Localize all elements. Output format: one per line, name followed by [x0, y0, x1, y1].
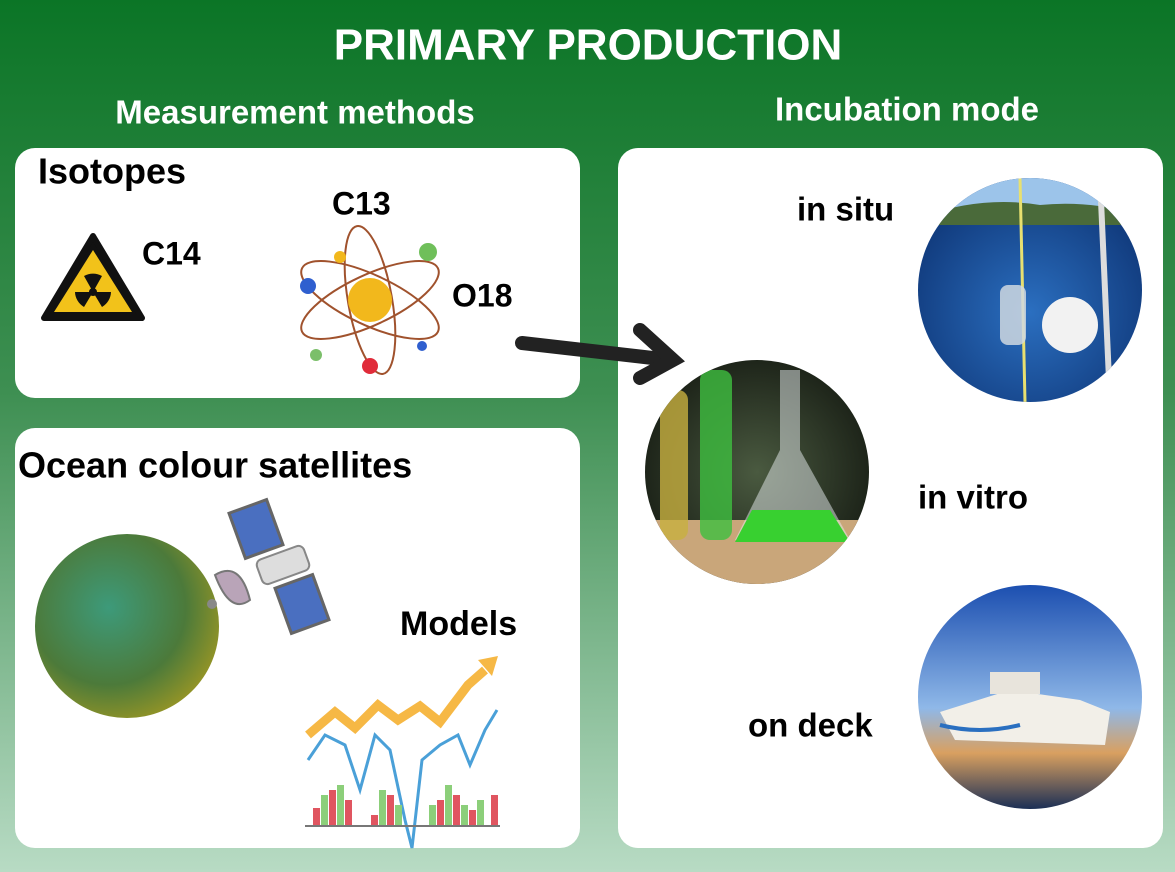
mode-label: in vitro	[918, 479, 1028, 516]
isotope-label: O18	[452, 277, 512, 313]
section-title: Ocean colour satellites	[18, 445, 412, 486]
section-title: Isotopes	[38, 151, 186, 192]
heading: Incubation mode	[775, 91, 1039, 128]
in-situ-photo	[918, 178, 1142, 402]
on-deck-photo	[918, 585, 1142, 809]
page: PRIMARY PRODUCTION Measurement methods I…	[0, 0, 1175, 872]
mode-label: in situ	[797, 191, 894, 228]
mode-label: on deck	[748, 707, 873, 744]
isotope-label: C14	[142, 235, 201, 271]
heading: Measurement methods	[115, 94, 474, 131]
in-vitro-photo	[645, 360, 869, 584]
earth-image	[35, 534, 219, 718]
isotope-label: C13	[332, 185, 391, 221]
title: PRIMARY PRODUCTION	[334, 21, 842, 70]
infographic: PRIMARY PRODUCTION Measurement methods I…	[0, 0, 1175, 872]
section-title: Models	[400, 605, 517, 643]
